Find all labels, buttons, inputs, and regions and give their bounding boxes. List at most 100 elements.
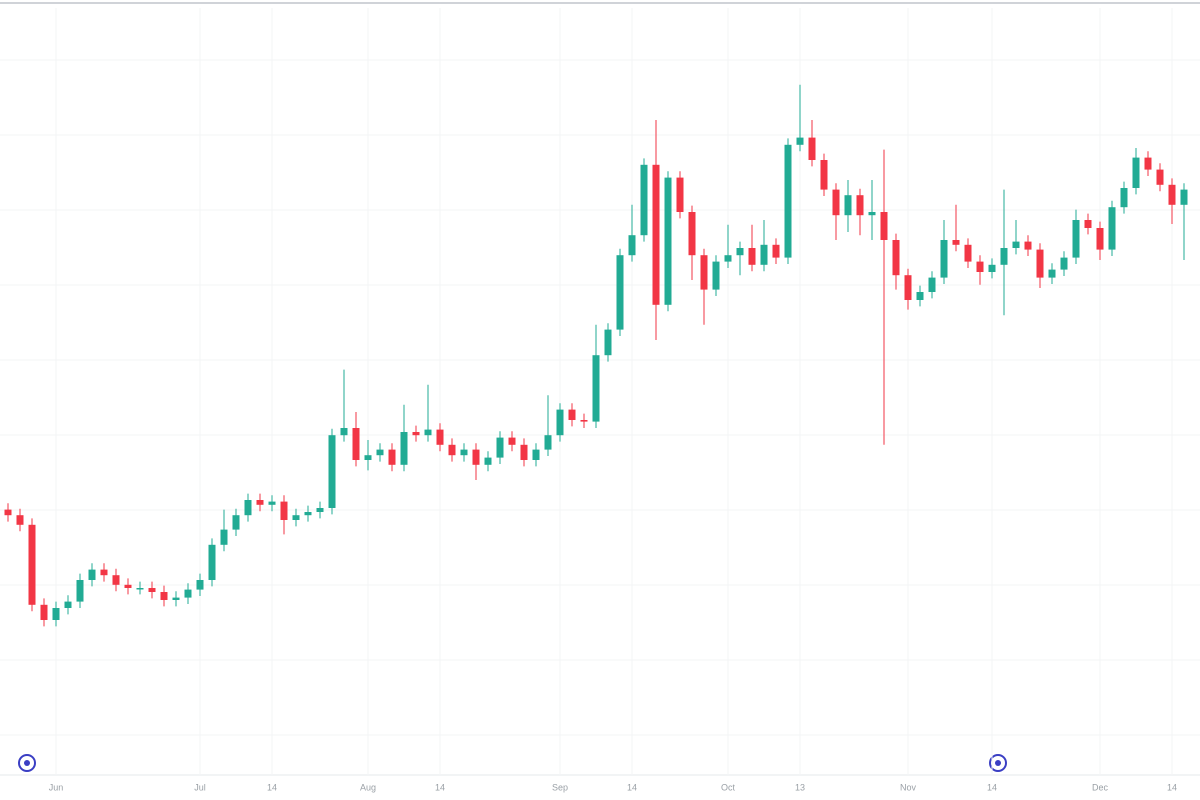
candle-body bbox=[724, 255, 732, 262]
x-tick-label: Oct bbox=[721, 782, 736, 792]
candle-body bbox=[940, 240, 948, 278]
candle-body bbox=[208, 544, 216, 580]
candle-body bbox=[1060, 257, 1068, 270]
x-tick-label: 14 bbox=[987, 782, 997, 792]
candle-body bbox=[520, 444, 528, 460]
x-tick-label: 14 bbox=[1167, 782, 1177, 792]
candle-body bbox=[868, 212, 876, 216]
candle-body bbox=[160, 592, 168, 600]
candle-body bbox=[1168, 184, 1176, 205]
candle-body bbox=[400, 432, 408, 465]
candle-body bbox=[244, 500, 252, 516]
candle-body bbox=[148, 588, 156, 592]
candle-body bbox=[1036, 249, 1044, 278]
candle-body bbox=[412, 432, 420, 436]
candle-body bbox=[1048, 269, 1056, 278]
candle-body bbox=[112, 575, 120, 585]
candle-body bbox=[16, 515, 24, 525]
candle-body bbox=[64, 601, 72, 608]
candle-body bbox=[460, 449, 468, 456]
candle-body bbox=[964, 244, 972, 262]
candle-body bbox=[256, 500, 264, 505]
candle-body bbox=[424, 429, 432, 436]
candle-body bbox=[1180, 189, 1188, 205]
candle-body bbox=[676, 177, 684, 212]
candle-body bbox=[40, 604, 48, 620]
candle-body bbox=[28, 524, 36, 605]
candle-body bbox=[52, 608, 60, 620]
event-marker[interactable] bbox=[18, 754, 36, 772]
candle-body bbox=[832, 189, 840, 216]
candle-body bbox=[784, 144, 792, 258]
candle-body bbox=[808, 137, 816, 160]
candle-body bbox=[988, 264, 996, 272]
candle-body bbox=[184, 589, 192, 598]
candle-body bbox=[196, 580, 204, 590]
candle-body bbox=[484, 457, 492, 465]
x-tick-label: 13 bbox=[795, 782, 805, 792]
candle-body bbox=[496, 437, 504, 458]
candle-body bbox=[820, 160, 828, 190]
candle-body bbox=[280, 501, 288, 520]
event-marker[interactable] bbox=[989, 754, 1007, 772]
candle-body bbox=[532, 449, 540, 460]
candle-body bbox=[88, 569, 96, 580]
candle-body bbox=[712, 261, 720, 290]
candle-body bbox=[388, 449, 396, 465]
candle-body bbox=[904, 275, 912, 300]
candle-body bbox=[172, 597, 180, 600]
candle-body bbox=[544, 435, 552, 450]
candle-body bbox=[268, 501, 276, 505]
candle-body bbox=[952, 240, 960, 245]
candle-body bbox=[1024, 241, 1032, 250]
candle-body bbox=[292, 515, 300, 520]
candle-body bbox=[1072, 220, 1080, 258]
candle-body bbox=[760, 244, 768, 265]
x-tick-label: Nov bbox=[900, 782, 917, 792]
candle-body bbox=[1096, 228, 1104, 250]
candle-body bbox=[796, 137, 804, 145]
candle-body bbox=[856, 195, 864, 216]
candle-body bbox=[76, 580, 84, 602]
candle-body bbox=[592, 355, 600, 422]
candle-body bbox=[688, 212, 696, 256]
candle-body bbox=[928, 277, 936, 292]
candle-body bbox=[580, 420, 588, 422]
candle-body bbox=[352, 428, 360, 460]
candle-body bbox=[700, 255, 708, 290]
candle-body bbox=[772, 244, 780, 258]
candle-body bbox=[628, 235, 636, 256]
candle-body bbox=[232, 515, 240, 530]
x-tick-label: 14 bbox=[627, 782, 637, 792]
candle-body bbox=[1156, 169, 1164, 185]
candle-body bbox=[664, 177, 672, 305]
candle-body bbox=[328, 435, 336, 508]
candle-body bbox=[736, 248, 744, 256]
candle-body bbox=[364, 455, 372, 460]
candle-body bbox=[1084, 220, 1092, 228]
candle-body bbox=[880, 212, 888, 240]
candle-body bbox=[568, 409, 576, 420]
candle-body bbox=[448, 444, 456, 456]
candle-body bbox=[892, 240, 900, 276]
candle-body bbox=[916, 292, 924, 300]
candle-body bbox=[844, 195, 852, 216]
x-tick-label: 14 bbox=[435, 782, 445, 792]
x-tick-label: Sep bbox=[552, 782, 568, 792]
candle-body bbox=[508, 437, 516, 445]
candle-body bbox=[1000, 248, 1008, 265]
candle-body bbox=[4, 509, 12, 516]
candle-body bbox=[304, 512, 312, 516]
candle-body bbox=[340, 428, 348, 436]
x-tick-label: Aug bbox=[360, 782, 376, 792]
candle-body bbox=[136, 588, 144, 590]
candle-body bbox=[1132, 157, 1140, 188]
candle-body bbox=[220, 529, 228, 545]
x-tick-label: Jun bbox=[49, 782, 64, 792]
candle-body bbox=[124, 584, 132, 588]
candle-body bbox=[472, 449, 480, 465]
candle-body bbox=[436, 429, 444, 445]
candle-body bbox=[376, 449, 384, 456]
